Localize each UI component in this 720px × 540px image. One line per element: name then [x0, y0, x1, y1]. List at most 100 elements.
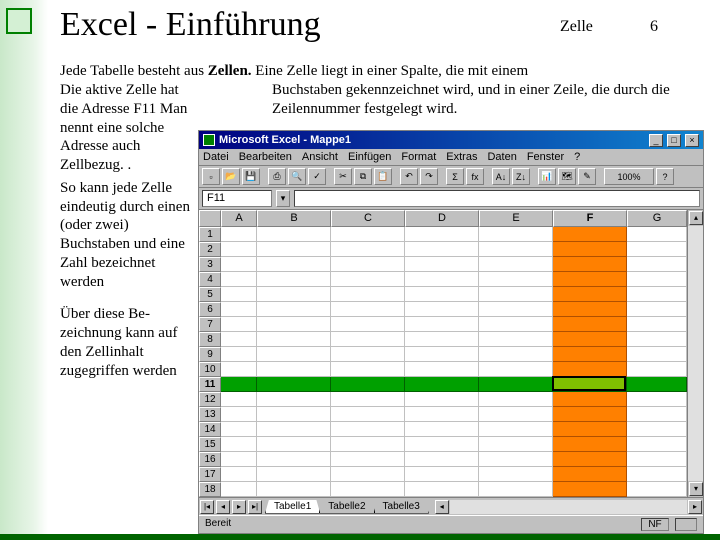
tool-undo-icon[interactable]: ↶: [400, 168, 418, 185]
cell-D1[interactable]: [405, 227, 479, 242]
menu-daten[interactable]: Daten: [487, 151, 516, 163]
cell-E13[interactable]: [479, 407, 553, 422]
rowhdr-15[interactable]: 15: [199, 437, 221, 452]
cell-C8[interactable]: [331, 332, 405, 347]
tool-new-icon[interactable]: ▫: [202, 168, 220, 185]
cell-A2[interactable]: [221, 242, 257, 257]
cell-C16[interactable]: [331, 452, 405, 467]
cell-E2[interactable]: [479, 242, 553, 257]
cell-E17[interactable]: [479, 467, 553, 482]
menu-einfuegen[interactable]: Einfügen: [348, 151, 391, 163]
cell-A18[interactable]: [221, 482, 257, 497]
cell-F9[interactable]: [553, 347, 627, 362]
cell-A10[interactable]: [221, 362, 257, 377]
cell-B12[interactable]: [257, 392, 331, 407]
tab-tabelle2[interactable]: Tabelle2: [319, 500, 374, 514]
cell-D17[interactable]: [405, 467, 479, 482]
cell-B3[interactable]: [257, 257, 331, 272]
cell-E18[interactable]: [479, 482, 553, 497]
cell-A11[interactable]: [221, 377, 257, 392]
cell-F18[interactable]: [553, 482, 627, 497]
cell-G6[interactable]: [627, 302, 687, 317]
colhdr-B[interactable]: B: [257, 210, 331, 227]
tab-tabelle3[interactable]: Tabelle3: [374, 500, 429, 514]
colhdr-F[interactable]: F: [553, 210, 627, 227]
menu-fenster[interactable]: Fenster: [527, 151, 564, 163]
cell-E5[interactable]: [479, 287, 553, 302]
cell-G4[interactable]: [627, 272, 687, 287]
cell-B4[interactable]: [257, 272, 331, 287]
select-all-corner[interactable]: [199, 210, 221, 227]
cell-C3[interactable]: [331, 257, 405, 272]
cell-A9[interactable]: [221, 347, 257, 362]
cell-C17[interactable]: [331, 467, 405, 482]
colhdr-C[interactable]: C: [331, 210, 405, 227]
cell-B17[interactable]: [257, 467, 331, 482]
rowhdr-17[interactable]: 17: [199, 467, 221, 482]
cell-E7[interactable]: [479, 317, 553, 332]
tool-save-icon[interactable]: 💾: [242, 168, 260, 185]
cell-G15[interactable]: [627, 437, 687, 452]
cell-D10[interactable]: [405, 362, 479, 377]
cell-E3[interactable]: [479, 257, 553, 272]
cell-E14[interactable]: [479, 422, 553, 437]
rowhdr-13[interactable]: 13: [199, 407, 221, 422]
cell-A5[interactable]: [221, 287, 257, 302]
rowhdr-4[interactable]: 4: [199, 272, 221, 287]
colhdr-A[interactable]: A: [221, 210, 257, 227]
cell-D12[interactable]: [405, 392, 479, 407]
cell-G3[interactable]: [627, 257, 687, 272]
cell-C10[interactable]: [331, 362, 405, 377]
cell-A16[interactable]: [221, 452, 257, 467]
cell-E6[interactable]: [479, 302, 553, 317]
rowhdr-8[interactable]: 8: [199, 332, 221, 347]
cell-D7[interactable]: [405, 317, 479, 332]
vscroll-track[interactable]: [688, 226, 703, 481]
cell-B5[interactable]: [257, 287, 331, 302]
cell-B2[interactable]: [257, 242, 331, 257]
rowhdr-9[interactable]: 9: [199, 347, 221, 362]
cell-G17[interactable]: [627, 467, 687, 482]
tab-tabelle1[interactable]: Tabelle1: [265, 500, 320, 514]
cell-D3[interactable]: [405, 257, 479, 272]
horizontal-scrollbar[interactable]: ◂ ▸: [434, 499, 703, 515]
rowhdr-1[interactable]: 1: [199, 227, 221, 242]
cell-F3[interactable]: [553, 257, 627, 272]
tool-fx-icon[interactable]: fx: [466, 168, 484, 185]
tool-redo-icon[interactable]: ↷: [420, 168, 438, 185]
menu-bearbeiten[interactable]: Bearbeiten: [239, 151, 292, 163]
cell-D4[interactable]: [405, 272, 479, 287]
cell-F8[interactable]: [553, 332, 627, 347]
cell-F6[interactable]: [553, 302, 627, 317]
menu-format[interactable]: Format: [401, 151, 436, 163]
cell-A1[interactable]: [221, 227, 257, 242]
cell-E4[interactable]: [479, 272, 553, 287]
cell-G9[interactable]: [627, 347, 687, 362]
cell-C7[interactable]: [331, 317, 405, 332]
cell-G13[interactable]: [627, 407, 687, 422]
tool-help-icon[interactable]: ?: [656, 168, 674, 185]
cell-C15[interactable]: [331, 437, 405, 452]
tool-spell-icon[interactable]: ✓: [308, 168, 326, 185]
cell-B1[interactable]: [257, 227, 331, 242]
tool-print-icon[interactable]: ⎙: [268, 168, 286, 185]
cell-B14[interactable]: [257, 422, 331, 437]
cell-B10[interactable]: [257, 362, 331, 377]
scroll-up-icon[interactable]: ▴: [689, 211, 703, 225]
scroll-down-icon[interactable]: ▾: [689, 482, 703, 496]
cell-C9[interactable]: [331, 347, 405, 362]
rowhdr-2[interactable]: 2: [199, 242, 221, 257]
cell-C1[interactable]: [331, 227, 405, 242]
cell-G2[interactable]: [627, 242, 687, 257]
cell-A13[interactable]: [221, 407, 257, 422]
cell-B8[interactable]: [257, 332, 331, 347]
cell-B6[interactable]: [257, 302, 331, 317]
cell-E10[interactable]: [479, 362, 553, 377]
cell-A8[interactable]: [221, 332, 257, 347]
rowhdr-14[interactable]: 14: [199, 422, 221, 437]
cell-C12[interactable]: [331, 392, 405, 407]
name-box[interactable]: F11: [202, 190, 272, 207]
cell-D8[interactable]: [405, 332, 479, 347]
cell-A15[interactable]: [221, 437, 257, 452]
rowhdr-12[interactable]: 12: [199, 392, 221, 407]
